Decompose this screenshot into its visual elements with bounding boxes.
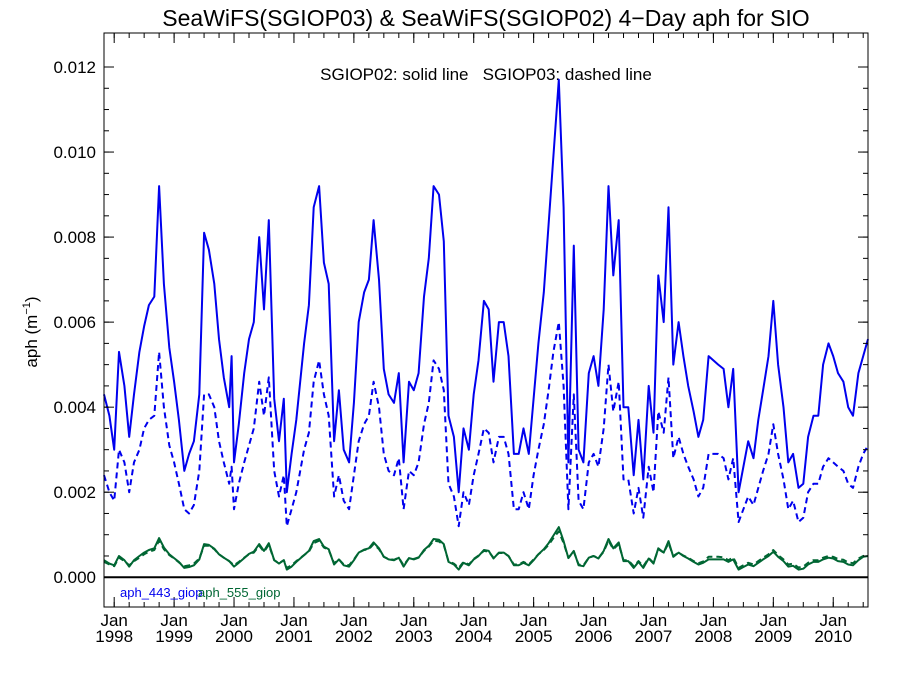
x-tick-label-month: Jan — [340, 611, 367, 630]
y-tick-label: 0.000 — [53, 568, 96, 587]
y-axis-label: aph (m−1) — [21, 296, 41, 367]
x-tick-label-year: 2000 — [215, 627, 253, 646]
x-tick-label-month: Jan — [640, 611, 667, 630]
y-axis-label-close: ) — [22, 296, 41, 302]
y-tick-label: 0.006 — [53, 313, 96, 332]
x-tick-label-year: 2008 — [694, 627, 732, 646]
x-tick-label-year: 1998 — [95, 627, 133, 646]
x-tick-label-year: 2002 — [335, 627, 373, 646]
x-tick-label-month: Jan — [400, 611, 427, 630]
x-tick-label-year: 2001 — [275, 627, 313, 646]
x-tick-label-month: Jan — [760, 611, 787, 630]
x-tick-label-month: Jan — [100, 611, 127, 630]
series-line-aph_443_giop-solid — [103, 78, 869, 494]
x-tick-label-year: 2006 — [575, 627, 613, 646]
y-tick-label: 0.012 — [53, 58, 96, 77]
x-tick-label-year: 2007 — [635, 627, 673, 646]
x-tick-label-month: Jan — [460, 611, 487, 630]
legend-label-aph_555_giop: aph_555_giop — [198, 585, 280, 600]
chart-annotation: SGIOP02: solid line SGIOP03: dashed line — [320, 65, 652, 84]
x-tick-label-year: 1999 — [155, 627, 193, 646]
y-tick-label: 0.004 — [53, 398, 96, 417]
x-tick-label-month: Jan — [160, 611, 187, 630]
x-tick-label-year: 2005 — [515, 627, 553, 646]
series-line-aph_555_giop-solid — [103, 526, 869, 571]
x-tick-label-month: Jan — [220, 611, 247, 630]
x-tick-label-year: 2003 — [395, 627, 433, 646]
x-tick-label-year: 2004 — [455, 627, 493, 646]
y-axis-label-exponent: −1 — [21, 302, 33, 315]
y-tick-label: 0.008 — [53, 228, 96, 247]
y-axis-label-base: aph (m — [22, 315, 41, 368]
plot-frame — [103, 32, 869, 608]
y-tick-label: 0.010 — [53, 143, 96, 162]
legend-label-aph_443_giop: aph_443_giop — [120, 585, 202, 600]
chart-title: SeaWiFS(SGIOP03) & SeaWiFS(SGIOP02) 4−Da… — [162, 5, 809, 31]
series-line-aph_443_giop-dashed — [103, 321, 869, 528]
x-tick-label-month: Jan — [820, 611, 847, 630]
x-tick-label-month: Jan — [280, 611, 307, 630]
x-tick-label-month: Jan — [580, 611, 607, 630]
series-line-aph_555_giop-dashed — [103, 530, 869, 569]
x-tick-label-month: Jan — [520, 611, 547, 630]
y-tick-label: 0.002 — [53, 483, 96, 502]
x-tick-label-year: 2009 — [754, 627, 792, 646]
x-tick-label-year: 2010 — [814, 627, 852, 646]
x-tick-label-month: Jan — [700, 611, 727, 630]
